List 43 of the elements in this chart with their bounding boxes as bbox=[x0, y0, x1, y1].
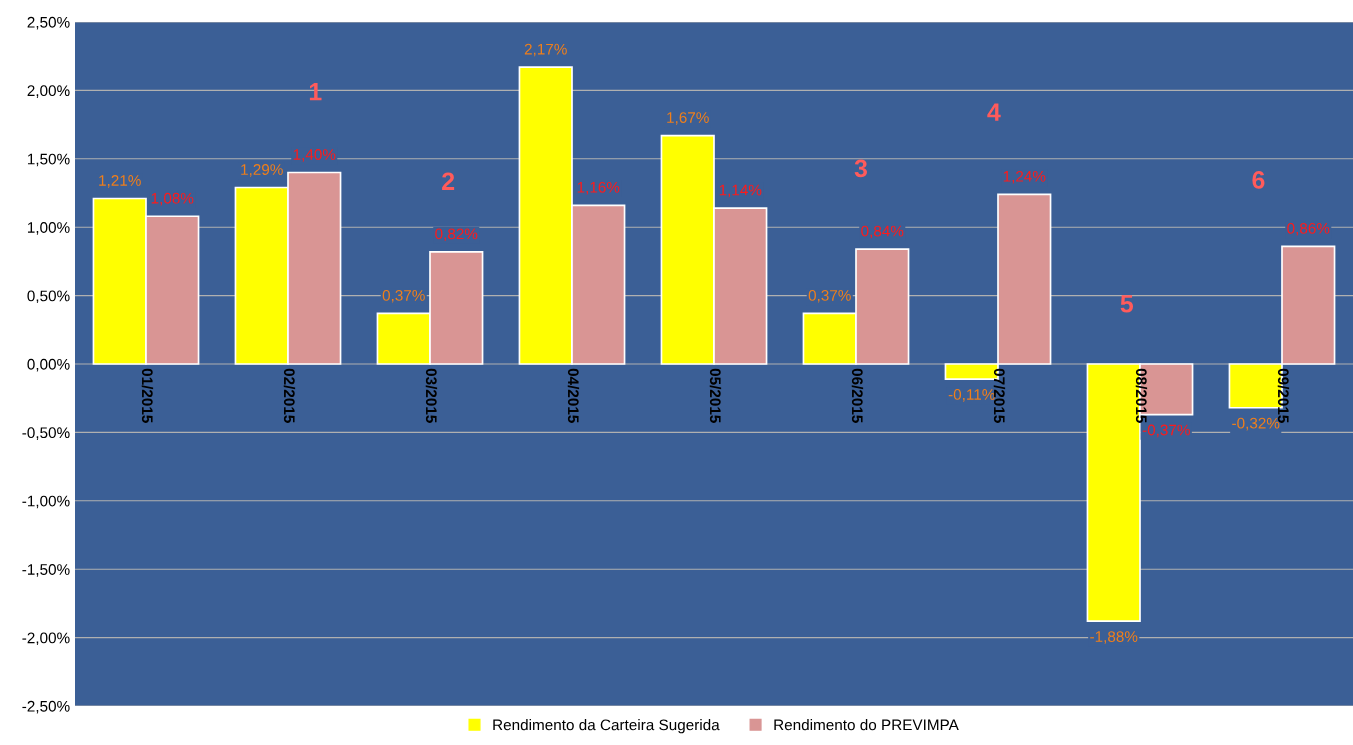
annotation: 4 bbox=[987, 103, 1001, 121]
data-label: 0,84% bbox=[861, 225, 904, 239]
x-tick-label: 03/2015 bbox=[425, 368, 438, 423]
data-label: 1,14% bbox=[719, 184, 762, 198]
y-tick-label: 0,50% bbox=[27, 290, 70, 304]
data-label: 2,17% bbox=[524, 43, 567, 57]
y-tick-label: 2,50% bbox=[27, 16, 70, 30]
data-label: 1,16% bbox=[577, 181, 620, 195]
y-tick-label: -1,50% bbox=[22, 564, 70, 577]
y-tick-label: -1,00% bbox=[22, 495, 70, 509]
y-tick-label: 2,00% bbox=[27, 85, 70, 98]
data-label: 1,40% bbox=[293, 149, 336, 162]
x-tick-label: 01/2015 bbox=[141, 368, 154, 423]
x-tick-label: 05/2015 bbox=[709, 368, 722, 423]
data-label: -1,88% bbox=[1090, 631, 1138, 644]
annotation: 2 bbox=[442, 172, 455, 190]
y-tick-label: 1,50% bbox=[27, 153, 70, 167]
data-label: 1,08% bbox=[151, 192, 194, 206]
data-label: -0,11% bbox=[948, 389, 995, 402]
legend-label: Rendimento da Carteira Sugerida bbox=[493, 719, 720, 734]
data-label: 0,86% bbox=[1287, 222, 1330, 236]
data-label: 1,67% bbox=[667, 112, 709, 125]
legend-label: Rendimento do PREVIMPA bbox=[774, 719, 959, 731]
x-tick-label: 08/2015 bbox=[1135, 368, 1148, 423]
annotation: 5 bbox=[1120, 295, 1134, 313]
annotation: 3 bbox=[854, 159, 868, 178]
x-tick-label: 06/2015 bbox=[851, 368, 864, 423]
y-tick-label: -0,50% bbox=[22, 427, 70, 440]
data-label: 1,29% bbox=[241, 164, 283, 177]
y-tick-label: -2,50% bbox=[22, 700, 70, 714]
data-label: -0,37% bbox=[1142, 424, 1190, 438]
data-label: 0,37% bbox=[808, 289, 851, 303]
data-label: 1,21% bbox=[99, 175, 141, 188]
y-tick-label: 1,00% bbox=[27, 222, 70, 235]
x-tick-label: 02/2015 bbox=[283, 368, 296, 423]
x-tick-label: 04/2015 bbox=[567, 368, 580, 423]
y-tick-label: -2,00% bbox=[22, 632, 70, 646]
data-label: 1,24% bbox=[1003, 170, 1046, 184]
data-label: 0,82% bbox=[435, 228, 478, 242]
annotation: 6 bbox=[1252, 171, 1265, 189]
y-tick-label: 0,00% bbox=[27, 358, 70, 372]
data-label: 0,37% bbox=[382, 289, 425, 303]
x-tick-label: 07/2015 bbox=[993, 368, 1006, 423]
